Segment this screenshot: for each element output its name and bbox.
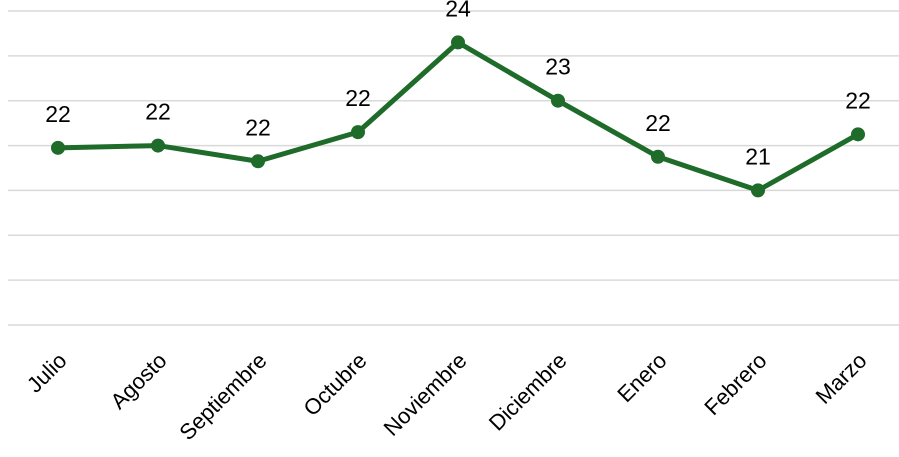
data-label-septiembre: 22 [245,114,271,140]
data-point-enero [651,149,665,164]
series-line [55,39,861,193]
x-tick-label-octubre: Octubre [299,348,372,421]
data-label-agosto: 22 [145,99,171,125]
data-point-febrero [751,183,765,198]
data-point-diciembre [551,93,565,108]
series-layer [51,35,865,198]
data-labels: 22 22 22 22 24 23 22 21 22 [45,0,871,169]
data-label-diciembre: 23 [545,54,571,80]
data-point-octubre [351,125,365,140]
x-tick-label-enero: Enero [612,348,671,407]
x-tick-label-diciembre: Diciembre [484,348,572,436]
x-tick-label-agosto: Agosto [105,348,171,414]
data-point-agosto [151,138,165,153]
data-label-julio: 22 [45,101,71,127]
data-label-noviembre: 24 [445,0,471,21]
data-point-noviembre [451,35,465,50]
data-point-julio [51,140,65,155]
x-tick-label-julio: Julio [22,348,72,398]
x-tick-label-septiembre: Septiembre [174,348,271,445]
data-label-febrero: 21 [745,143,771,169]
x-axis-tick-labels: Julio Agosto Septiembre Octubre Noviembre Dic… [22,348,872,445]
data-point-septiembre [251,154,265,169]
x-tick-label-marzo: Marzo [811,348,872,409]
data-label-octubre: 22 [345,85,371,111]
data-label-marzo: 22 [845,87,871,113]
data-point-marzo [851,127,865,142]
x-tick-label-noviembre: Noviembre [379,348,472,441]
data-label-enero: 22 [645,110,671,136]
x-tick-label-febrero: Febrero [699,348,771,420]
